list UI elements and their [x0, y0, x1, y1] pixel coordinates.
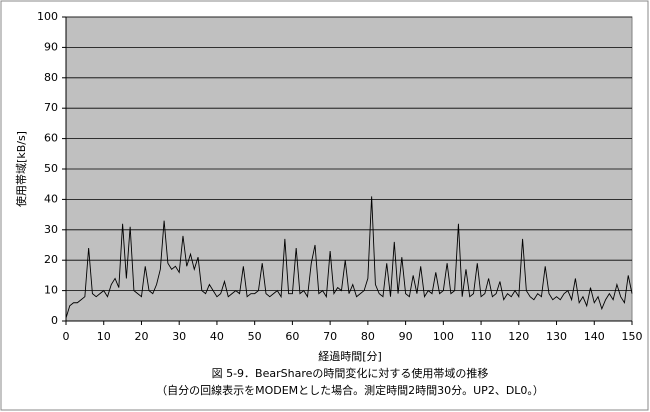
x-tick-label: 0: [63, 330, 70, 343]
x-tick-label: 90: [399, 330, 413, 343]
x-tick-label: 30: [172, 330, 186, 343]
x-tick-label: 70: [323, 330, 337, 343]
caption: 図 5-9．BearShareの時間変化に対する使用帯域の推移: [212, 366, 489, 380]
x-tick-label: 50: [248, 330, 262, 343]
y-axis-label: 使用帯域[kB/s]: [15, 131, 28, 207]
y-tick-label: 20: [44, 253, 58, 266]
y-tick-label: 30: [44, 223, 58, 236]
x-tick-label: 130: [546, 330, 567, 343]
x-axis-label: 経過時間[分]: [318, 350, 382, 363]
x-tick-label: 150: [622, 330, 643, 343]
x-tick-label: 40: [210, 330, 224, 343]
y-tick-label: 60: [44, 132, 58, 145]
y-tick-label: 90: [44, 40, 58, 53]
x-tick-label: 120: [508, 330, 529, 343]
x-tick-label: 80: [361, 330, 375, 343]
y-tick-label: 0: [51, 314, 58, 327]
y-tick-label: 100: [37, 10, 58, 23]
x-tick-label: 140: [584, 330, 605, 343]
y-tick-label: 70: [44, 101, 58, 114]
x-tick-label: 60: [285, 330, 299, 343]
caption: （自分の回線表示をMODEMとした場合。測定時間2時間30分。UP2、DL0。）: [156, 383, 544, 397]
x-tick-label: 100: [433, 330, 454, 343]
x-tick-label: 110: [471, 330, 492, 343]
x-tick-label: 20: [134, 330, 148, 343]
y-tick-label: 10: [44, 284, 58, 297]
y-tick-label: 50: [44, 162, 58, 175]
y-tick-label: 40: [44, 192, 58, 205]
y-tick-label: 80: [44, 71, 58, 84]
x-tick-label: 10: [97, 330, 111, 343]
data-line: [65, 196, 633, 319]
